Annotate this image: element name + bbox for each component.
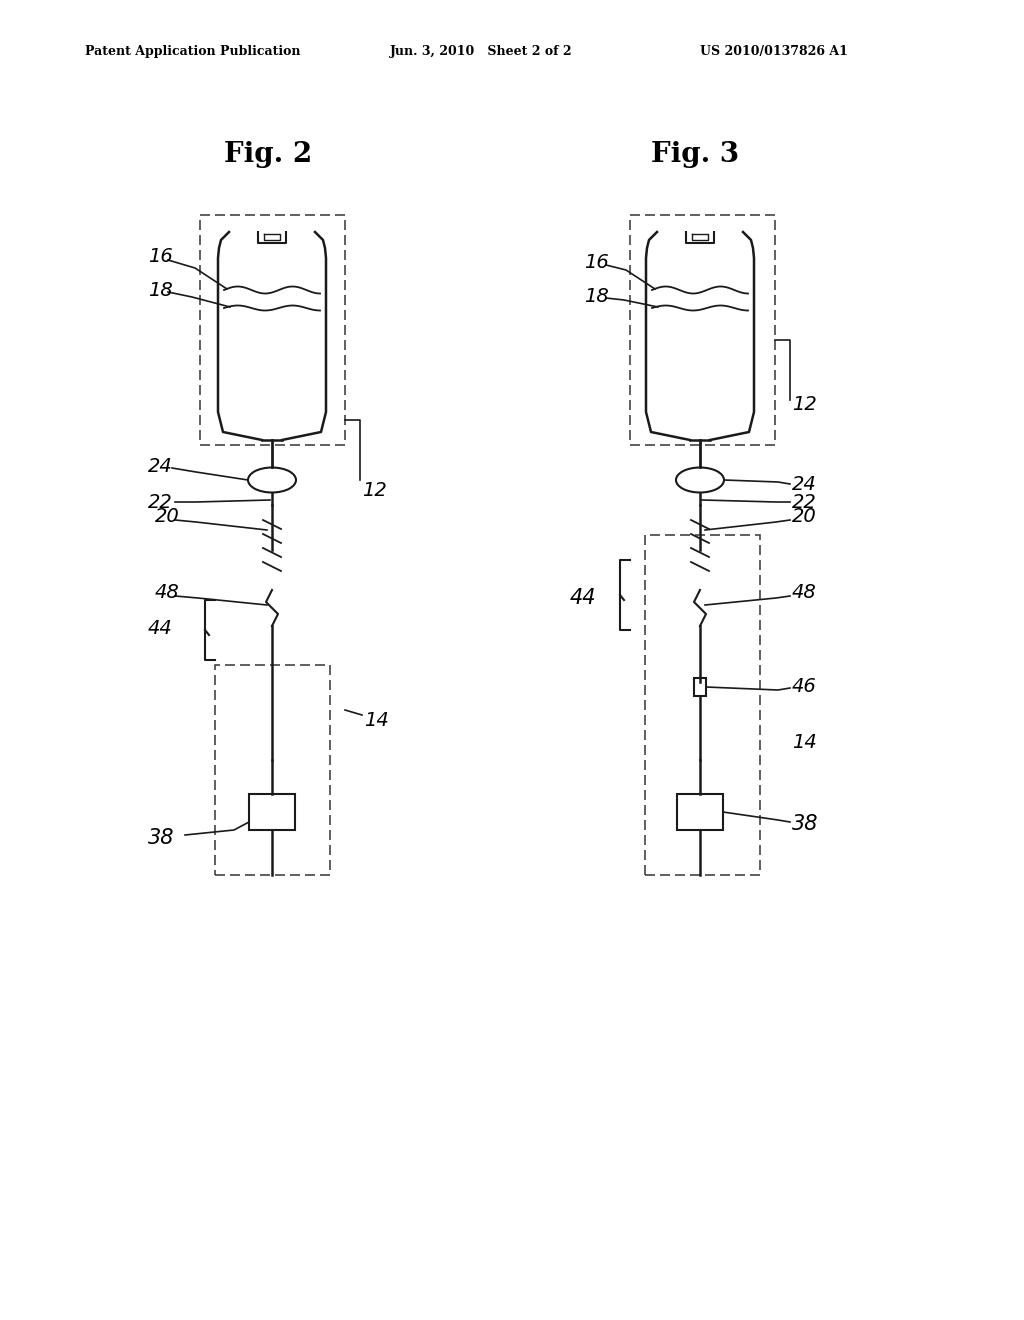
Text: 44: 44 bbox=[570, 587, 597, 609]
Text: US 2010/0137826 A1: US 2010/0137826 A1 bbox=[700, 45, 848, 58]
Text: 24: 24 bbox=[792, 474, 817, 494]
Text: 12: 12 bbox=[362, 480, 387, 499]
Bar bbox=[677, 795, 723, 830]
Text: Fig. 3: Fig. 3 bbox=[651, 141, 739, 169]
Text: 38: 38 bbox=[148, 828, 174, 847]
Text: 22: 22 bbox=[148, 492, 173, 511]
Text: 20: 20 bbox=[155, 507, 180, 527]
Text: 14: 14 bbox=[792, 733, 817, 751]
Text: 48: 48 bbox=[792, 582, 817, 602]
Text: 38: 38 bbox=[792, 814, 818, 834]
Text: 48: 48 bbox=[155, 582, 180, 602]
Text: 20: 20 bbox=[792, 507, 817, 527]
Text: 14: 14 bbox=[364, 710, 389, 730]
Bar bbox=[645, 535, 760, 875]
Bar bbox=[215, 665, 330, 875]
Bar bbox=[630, 215, 775, 445]
Text: 24: 24 bbox=[148, 457, 173, 475]
Text: 22: 22 bbox=[792, 492, 817, 511]
Text: 18: 18 bbox=[148, 281, 173, 300]
Text: 16: 16 bbox=[148, 248, 173, 267]
Text: Patent Application Publication: Patent Application Publication bbox=[85, 45, 300, 58]
Text: 12: 12 bbox=[792, 395, 817, 413]
Text: 46: 46 bbox=[792, 676, 817, 696]
Text: Jun. 3, 2010   Sheet 2 of 2: Jun. 3, 2010 Sheet 2 of 2 bbox=[390, 45, 572, 58]
Text: 18: 18 bbox=[584, 286, 608, 305]
Text: Fig. 2: Fig. 2 bbox=[224, 141, 312, 169]
Bar bbox=[694, 678, 706, 696]
Bar bbox=[249, 795, 295, 830]
Text: 16: 16 bbox=[584, 252, 608, 272]
Text: 44: 44 bbox=[148, 619, 173, 638]
Bar bbox=[200, 215, 345, 445]
